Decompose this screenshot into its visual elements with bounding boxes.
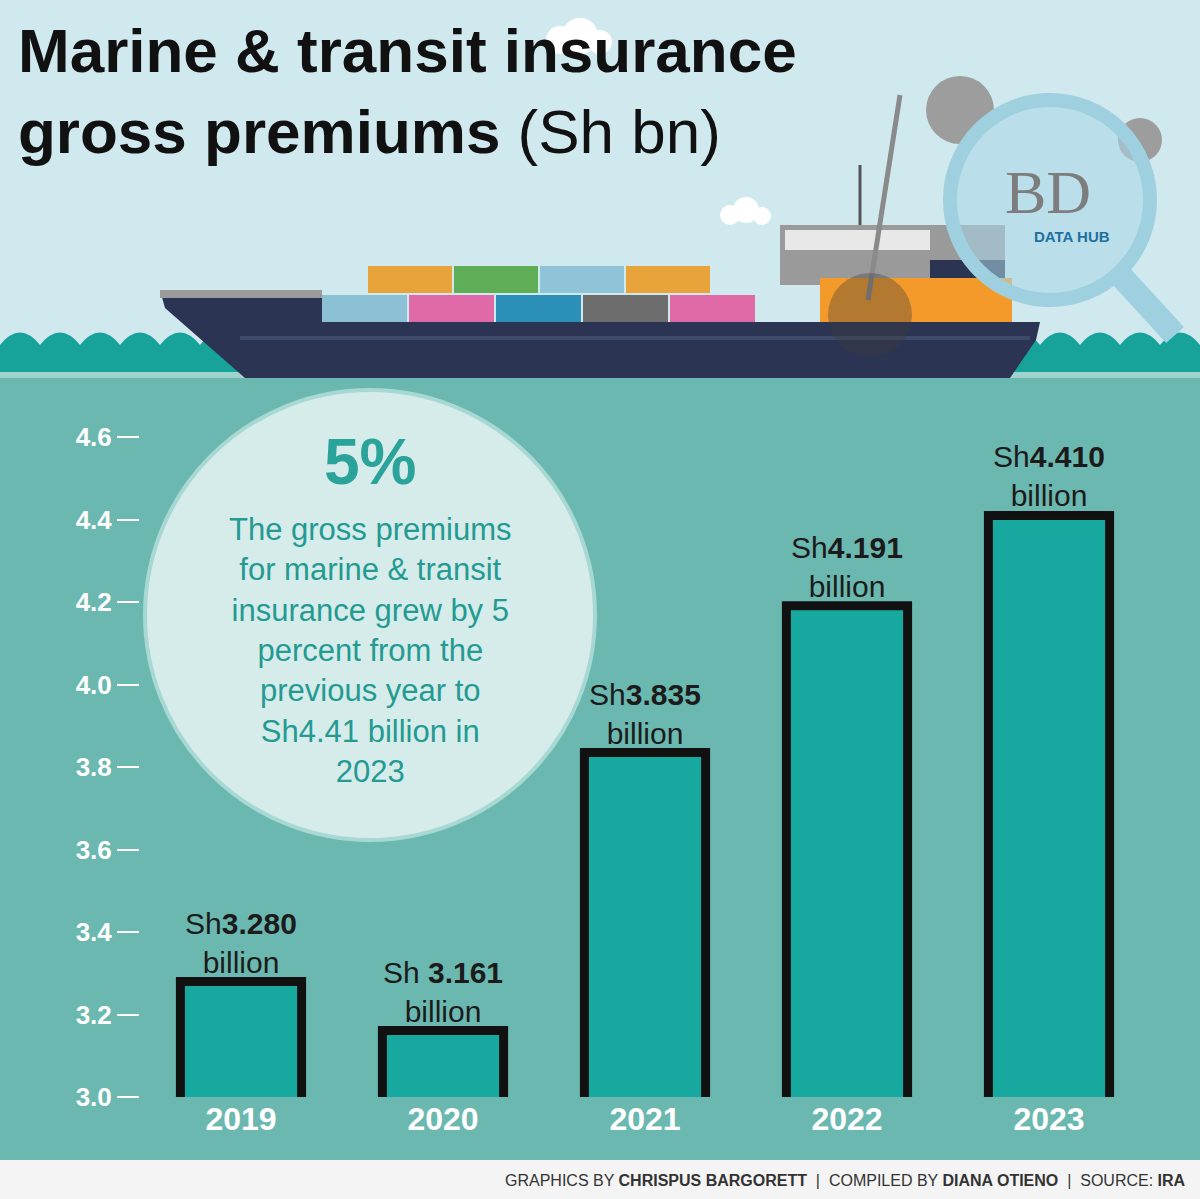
svg-text:3.4: 3.4 xyxy=(76,917,113,947)
svg-text:Sh3.280billion: Sh3.280billion xyxy=(185,907,297,979)
svg-text:2023: 2023 xyxy=(1013,1101,1084,1137)
svg-text:3.0: 3.0 xyxy=(76,1082,112,1112)
svg-text:BD: BD xyxy=(1005,158,1091,226)
svg-text:The gross premiumsfor marine &: The gross premiumsfor marine & transitin… xyxy=(229,512,512,789)
svg-text:3.8: 3.8 xyxy=(76,752,112,782)
svg-text:2019: 2019 xyxy=(205,1101,276,1137)
svg-text:5%: 5% xyxy=(324,426,417,498)
svg-text:Sh 3.161billion: Sh 3.161billion xyxy=(383,956,503,1028)
svg-text:4.6: 4.6 xyxy=(76,422,112,452)
svg-text:Sh3.835billion: Sh3.835billion xyxy=(589,678,701,750)
svg-text:Marine & transit insurancegros: Marine & transit insurancegross premiums… xyxy=(18,16,797,166)
svg-text:2022: 2022 xyxy=(811,1101,882,1137)
svg-text:Sh4.410billion: Sh4.410billion xyxy=(993,440,1105,512)
svg-text:3.2: 3.2 xyxy=(76,1000,112,1030)
svg-text:DATA HUB: DATA HUB xyxy=(1034,228,1110,245)
svg-text:GRAPHICS BY CHRISPUS BARGORETT: GRAPHICS BY CHRISPUS BARGORETT | COMPILE… xyxy=(505,1172,1186,1189)
svg-text:Sh4.191billion: Sh4.191billion xyxy=(791,531,903,603)
svg-text:3.6: 3.6 xyxy=(76,835,112,865)
svg-text:4.4: 4.4 xyxy=(76,505,113,535)
svg-text:4.2: 4.2 xyxy=(76,587,112,617)
svg-text:2021: 2021 xyxy=(609,1101,680,1137)
svg-text:2020: 2020 xyxy=(407,1101,478,1137)
svg-text:4.0: 4.0 xyxy=(76,670,112,700)
